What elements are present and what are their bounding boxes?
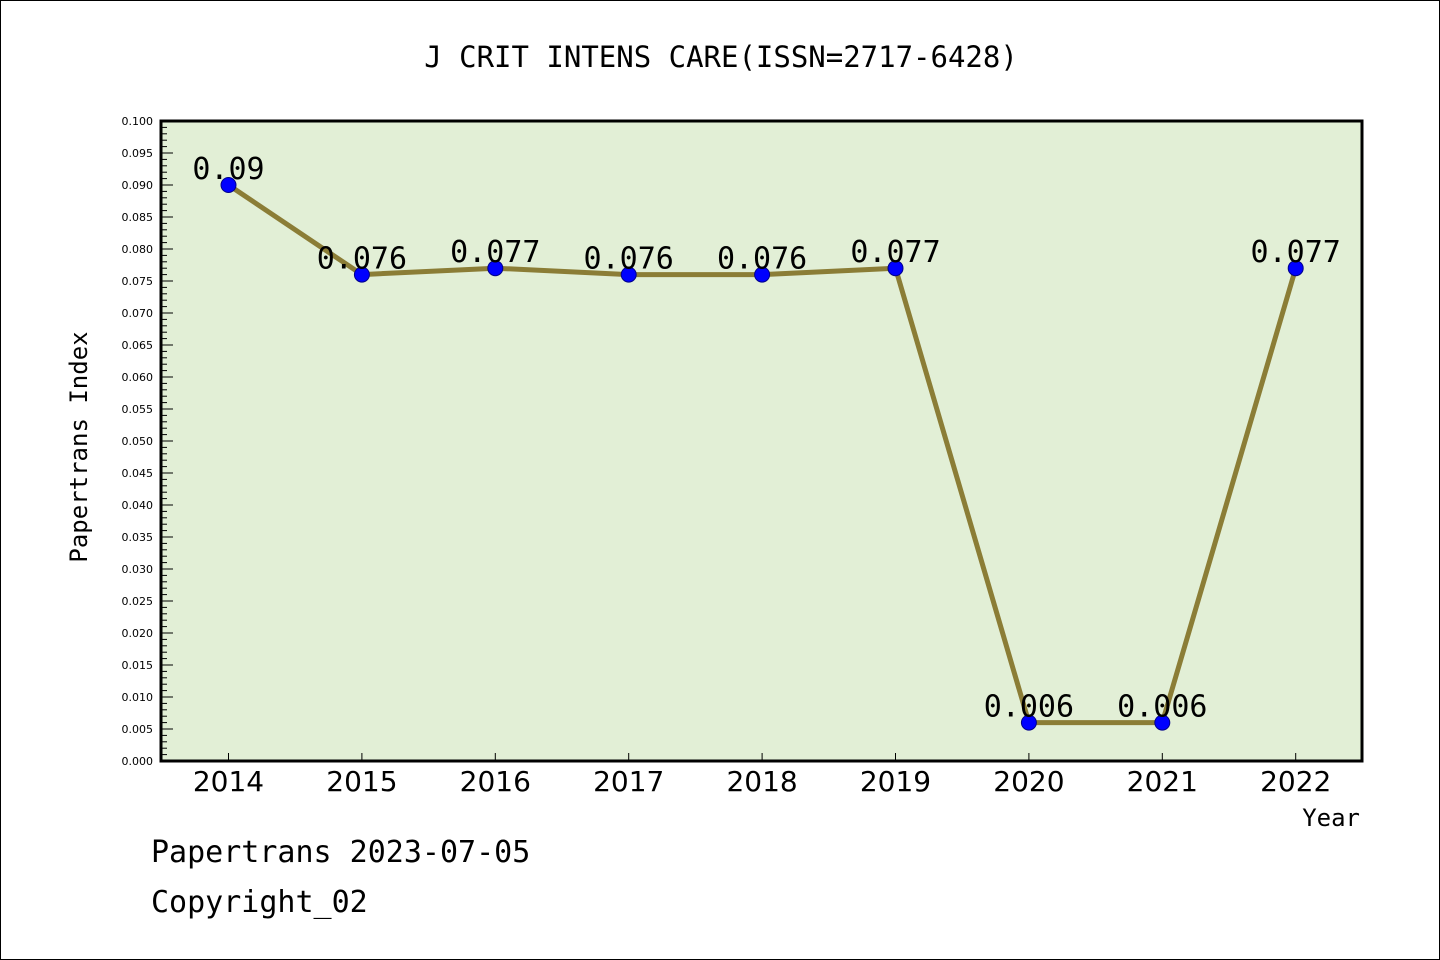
x-tick-label: 2019: [860, 765, 931, 798]
data-point: [1020, 714, 1037, 731]
data-point: [620, 266, 637, 283]
x-tick-label: 2018: [726, 765, 797, 798]
y-tick-label: 0.000: [122, 755, 154, 768]
y-tick-label: 0.100: [122, 115, 154, 128]
data-label: 0.09: [192, 152, 264, 187]
data-label: 0.077: [850, 235, 940, 270]
data-point: [487, 260, 504, 277]
y-tick-label: 0.055: [122, 403, 154, 416]
data-label: 0.076: [584, 242, 674, 277]
y-tick-label: 0.075: [122, 275, 154, 288]
y-tick-label: 0.045: [122, 467, 154, 480]
data-point: [353, 266, 370, 283]
y-tick-label: 0.005: [122, 723, 154, 736]
y-tick-label: 0.040: [122, 499, 154, 512]
plot-border: [159, 119, 1364, 763]
y-tick-label: 0.035: [122, 531, 154, 544]
data-label: 0.077: [450, 235, 540, 270]
x-tick-label: 2022: [1260, 765, 1331, 798]
y-tick-label: 0.065: [122, 339, 154, 352]
y-tick-label: 0.080: [122, 243, 154, 256]
y-tick-label: 0.095: [122, 147, 154, 160]
y-tick-label: 0.010: [122, 691, 154, 704]
x-tick-label: 2016: [460, 765, 531, 798]
y-tick-label: 0.050: [122, 435, 154, 448]
y-tick-label: 0.070: [122, 307, 154, 320]
y-tick-label: 0.015: [122, 659, 154, 672]
y-tick-label: 0.090: [122, 179, 154, 192]
plot-area: 0.000 0.005 0.010 0.015 0.020 0.025 0.030 0.035…: [122, 115, 1364, 798]
plot-background: [161, 121, 1362, 761]
data-point: [754, 266, 771, 283]
y-tick-label: 0.085: [122, 211, 154, 224]
data-point: [220, 177, 237, 193]
data-label: 0.076: [717, 242, 807, 277]
x-tick-label: 2021: [1127, 765, 1198, 798]
y-axis-label: Papertrans Index: [65, 331, 93, 562]
footer-copyright: Copyright_02: [151, 885, 368, 920]
chart-title: J CRIT INTENS CARE(ISSN=2717-6428): [424, 40, 1018, 74]
y-tick-label: 0.030: [122, 563, 154, 576]
x-tick-label: 2020: [993, 765, 1064, 798]
data-label: 0.076: [317, 242, 407, 277]
y-tick-label: 0.025: [122, 595, 154, 608]
x-axis-label: Year: [1302, 804, 1360, 832]
data-point: [1154, 714, 1171, 731]
x-tick-label: 2014: [193, 765, 264, 798]
data-label: 0.077: [1251, 235, 1341, 270]
x-tick-label: 2017: [593, 765, 664, 798]
data-label: 0.006: [1117, 690, 1207, 725]
y-tick-label: 0.020: [122, 627, 154, 640]
x-tick-label: 2015: [326, 765, 397, 798]
y-tick-label: 0.060: [122, 371, 154, 384]
footer-date: Papertrans 2023-07-05: [151, 835, 531, 870]
data-label: 0.006: [984, 690, 1074, 725]
data-point: [887, 260, 904, 277]
data-point: [1287, 260, 1304, 277]
